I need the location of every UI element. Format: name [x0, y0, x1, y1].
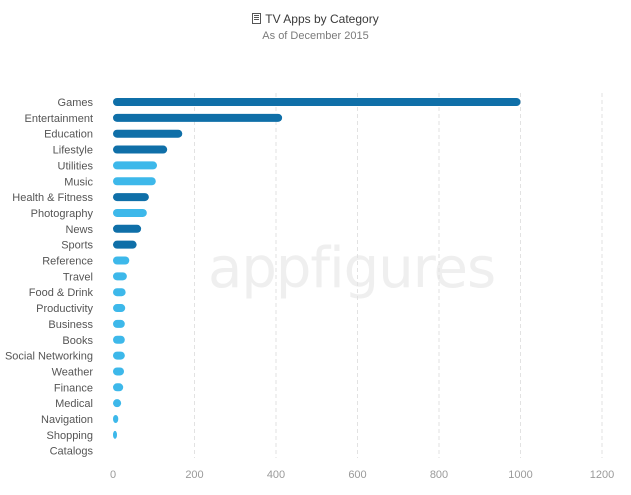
x-tick-label: 400	[267, 469, 285, 481]
x-tick-label: 1000	[508, 469, 532, 481]
bar[interactable]	[113, 113, 283, 122]
category-label: Utilities	[58, 160, 94, 172]
bar[interactable]	[113, 161, 158, 170]
category-label: Entertainment	[25, 113, 93, 125]
bar[interactable]	[113, 256, 130, 265]
category-label: Health & Fitness	[12, 192, 93, 204]
bar[interactable]	[113, 272, 127, 281]
bar[interactable]	[113, 129, 183, 138]
category-label: Social Networking	[5, 351, 93, 363]
category-labels: Games Entertainment Education Lifestyle Util…	[5, 97, 94, 458]
bar[interactable]	[113, 399, 122, 408]
chart-subtitle: As of December 2015	[262, 30, 369, 42]
category-label: Photography	[31, 208, 94, 220]
category-label: Finance	[54, 382, 93, 394]
x-tick-label: 0	[110, 469, 116, 481]
chart-title-text: TV Apps by Category	[265, 11, 379, 26]
bar[interactable]	[113, 351, 125, 360]
category-label: Catalogs	[50, 446, 94, 458]
category-label: Shopping	[47, 430, 94, 442]
bar[interactable]	[113, 367, 125, 376]
bar[interactable]	[113, 177, 156, 186]
category-label: Medical	[55, 398, 93, 410]
tv-icon	[252, 13, 262, 24]
category-label: Navigation	[41, 414, 93, 426]
bar[interactable]	[113, 383, 124, 392]
category-label: Education	[44, 129, 93, 141]
bar[interactable]	[113, 319, 125, 328]
category-label: Food & Drink	[29, 287, 94, 299]
x-tick-label: 1200	[590, 469, 614, 481]
bar[interactable]	[113, 288, 126, 297]
category-label: Reference	[42, 256, 93, 268]
category-label: Games	[58, 97, 94, 109]
bar[interactable]	[113, 335, 125, 344]
bar[interactable]	[113, 240, 137, 249]
bar[interactable]	[113, 430, 117, 439]
bar[interactable]	[113, 304, 126, 313]
category-label: Lifestyle	[53, 145, 93, 157]
chart-title: TV Apps by Category	[252, 11, 379, 26]
bar[interactable]	[113, 208, 147, 217]
x-tick-label: 600	[348, 469, 366, 481]
watermark-logo: appfigures	[208, 236, 496, 301]
category-label: Business	[48, 319, 93, 331]
category-label: Books	[62, 335, 93, 347]
x-axis-ticks: 0 200 400 600 800 1000 1200	[110, 469, 614, 481]
bar[interactable]	[113, 193, 149, 202]
bars	[113, 98, 521, 439]
chart-header: TV Apps by Category As of December 2015	[0, 11, 631, 42]
x-tick-label: 800	[430, 469, 448, 481]
bar[interactable]	[113, 224, 142, 233]
category-label: Productivity	[36, 303, 93, 315]
category-label: Travel	[63, 271, 93, 283]
x-tick-label: 200	[185, 469, 203, 481]
category-label: Sports	[61, 240, 93, 252]
category-label: Music	[64, 176, 93, 188]
bar[interactable]	[113, 145, 168, 154]
category-label: News	[65, 224, 93, 236]
category-label: Weather	[52, 366, 94, 378]
bar[interactable]	[113, 98, 521, 106]
grid-lines	[194, 93, 603, 458]
bar[interactable]	[113, 415, 119, 423]
